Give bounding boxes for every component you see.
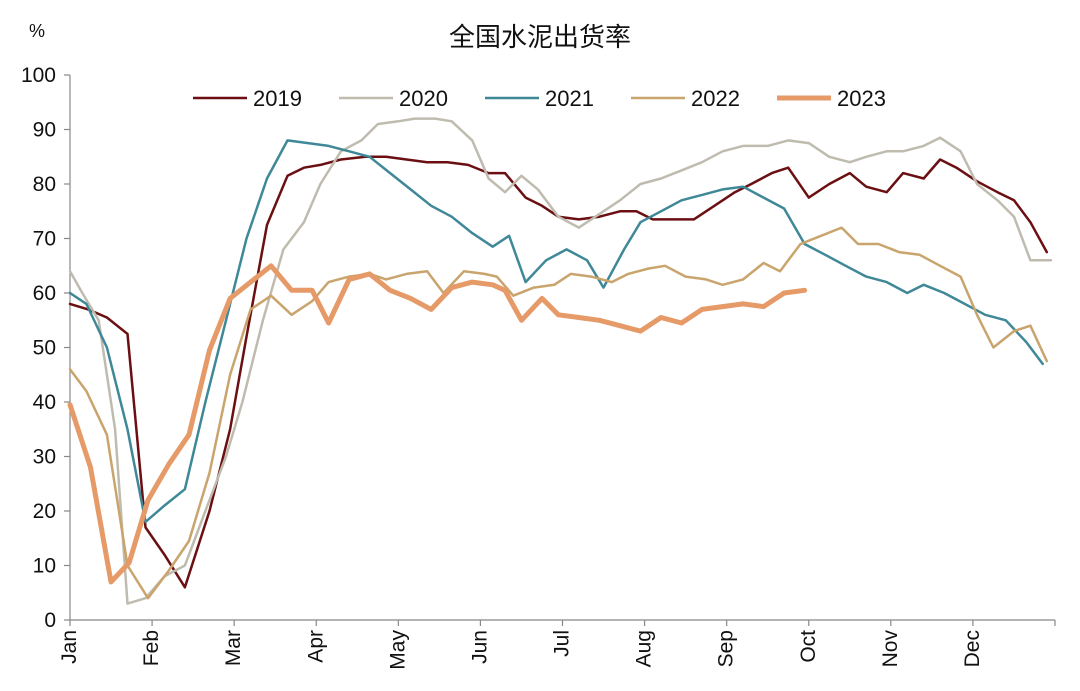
y-axis-unit-label: % — [29, 21, 45, 41]
x-tick-label-mar: Mar — [222, 630, 245, 666]
series-line-2020 — [68, 117, 1053, 605]
y-tick-label: 40 — [33, 391, 56, 414]
series-line-2023 — [67, 263, 808, 585]
y-tick-label: 60 — [33, 282, 56, 305]
axes: 0 10 20 30 40 50 60 70 80 90 100 Jan Feb Mar Apr May Jun… — [21, 64, 1056, 670]
y-tick-label: 90 — [33, 119, 56, 142]
y-tick-label: 50 — [33, 337, 56, 360]
x-tick-label-nov: Nov — [879, 630, 902, 668]
y-tick-label: 70 — [33, 228, 56, 251]
legend-label-2020: 2020 — [399, 86, 448, 111]
x-tick-label-apr: Apr — [304, 630, 327, 663]
x-tick-label-may: May — [386, 630, 409, 670]
x-tick-label-jan: Jan — [58, 630, 81, 664]
chart-title: 全国水泥出货率 — [449, 23, 631, 53]
series-line-2019 — [68, 155, 1049, 589]
x-tick-label-oct: Oct — [797, 630, 820, 663]
y-tick-label: 20 — [33, 500, 56, 523]
legend-label-2022: 2022 — [691, 86, 740, 111]
legend: 2019 2020 2021 2022 2023 — [193, 86, 886, 111]
y-tick-label: 0 — [44, 609, 56, 632]
y-tick-label: 100 — [21, 64, 56, 87]
y-tick-label: 30 — [33, 446, 56, 469]
x-tick-label-jul: Jul — [551, 630, 574, 657]
x-tick-label-feb: Feb — [140, 630, 163, 666]
x-tick-label-dec: Dec — [961, 630, 984, 667]
x-tick-label-jun: Jun — [468, 630, 491, 664]
y-tick-label: 80 — [33, 173, 56, 196]
series-line-2022 — [68, 226, 1049, 600]
x-tick-label-sep: Sep — [715, 630, 738, 667]
x-tick-label-aug: Aug — [633, 630, 656, 667]
legend-label-2019: 2019 — [253, 86, 302, 111]
legend-label-2021: 2021 — [545, 86, 594, 111]
series-lines — [67, 117, 1053, 605]
legend-label-2023: 2023 — [837, 86, 886, 111]
y-tick-label: 10 — [33, 555, 56, 578]
